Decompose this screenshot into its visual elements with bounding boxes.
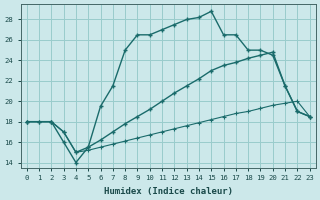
X-axis label: Humidex (Indice chaleur): Humidex (Indice chaleur) (104, 187, 233, 196)
